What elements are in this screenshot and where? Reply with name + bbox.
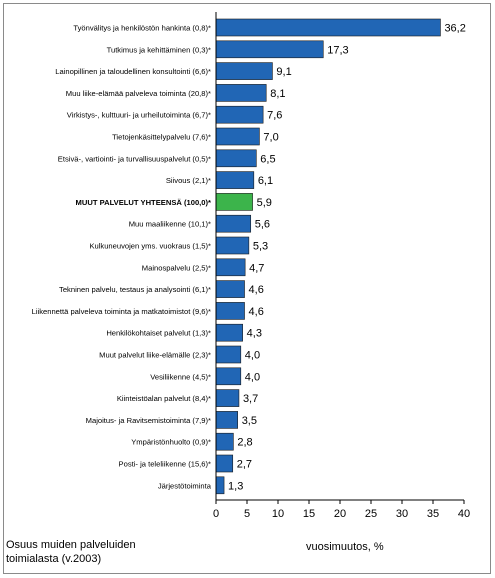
x-tick-label: 0: [213, 508, 219, 520]
value-label: 8,1: [270, 88, 285, 100]
value-label: 7,0: [263, 132, 278, 144]
value-label: 36,2: [444, 23, 465, 35]
value-label: 4,6: [249, 306, 264, 318]
category-label: Tutkimus ja kehittäminen (0,3)*: [107, 45, 211, 54]
value-label: 5,9: [257, 197, 272, 209]
x-tick-label: 5: [244, 508, 250, 520]
category-label: Muut palvelut liike-elämälle (2,3)*: [99, 351, 211, 360]
value-label: 4,6: [249, 284, 264, 296]
category-label: Työnvälitys ja henkilöstön hankinta (0,8…: [73, 24, 211, 33]
footnote: Osuus muiden palveluiden toimialasta (v.…: [6, 538, 226, 566]
value-label: 4,7: [249, 262, 264, 274]
bar: [215, 367, 242, 386]
category-label: Henkilökohtaiset palvelut (1,3)*: [106, 329, 211, 338]
x-tick-label: 20: [334, 508, 346, 520]
bar: [215, 84, 267, 102]
bar: [215, 40, 324, 59]
bar: [215, 323, 243, 342]
bar: [215, 302, 245, 320]
bar: [215, 411, 239, 429]
value-label: 9,1: [276, 66, 291, 78]
bar: [215, 432, 234, 451]
value-label: 3,7: [243, 393, 258, 405]
value-label: 3,5: [242, 415, 257, 427]
x-tick-label: 35: [427, 508, 439, 520]
value-label: 2,8: [237, 437, 252, 449]
x-axis-label: vuosimuutos, %: [306, 541, 384, 553]
value-label: 1,3: [228, 480, 243, 492]
bar: [215, 258, 246, 277]
category-label: Virkistys-, kulttuuri- ja urheilutoimint…: [67, 111, 211, 120]
bar: [215, 454, 234, 473]
x-tick-label: 15: [303, 508, 315, 520]
category-label: MUUT PALVELUT YHTEENSÄ (100,0)*: [76, 198, 211, 207]
bar: [215, 280, 245, 298]
x-tick-label: 30: [396, 508, 408, 520]
category-label: Etsivä-, vartiointi- ja turvallisuuspalv…: [58, 154, 211, 163]
value-label: 5,6: [255, 219, 270, 231]
category-label: Siivous (2,1)*: [166, 176, 211, 185]
value-label: 4,0: [245, 371, 260, 383]
bar: [215, 149, 257, 168]
category-label: Mainospalvelu (2,5)*: [142, 263, 211, 272]
value-label: 6,5: [260, 153, 275, 165]
category-label: Muu maaliikenne (10,1)*: [129, 220, 211, 229]
footnote-line-1: Osuus muiden palveluiden: [6, 539, 136, 551]
category-label: Järjestötoiminta: [158, 481, 212, 490]
category-label: Tekninen palvelu, testaus ja analysointi…: [59, 285, 211, 294]
bar: [215, 105, 264, 124]
bar: [215, 389, 240, 407]
category-label: Kiinteistöalan palvelut (8,4)*: [117, 394, 211, 403]
footnote-line-2: toimialasta (v.2003): [6, 553, 102, 565]
value-label: 4,3: [247, 328, 262, 340]
value-label: 17,3: [327, 44, 348, 56]
category-label: Posti- ja teleliikenne (15,6)*: [119, 460, 211, 469]
value-label: 6,1: [258, 175, 273, 187]
category-label: Kulkuneuvojen yms. vuokraus (1,5)*: [89, 242, 211, 251]
value-label: 7,6: [267, 110, 282, 122]
bar: [215, 236, 250, 255]
bar: [215, 62, 273, 80]
category-label: Muu liike-elämää palveleva toiminta (20,…: [66, 89, 211, 98]
category-label: Liikennettä palveleva toiminta ja matkat…: [32, 307, 211, 316]
x-tick-label: 10: [272, 508, 284, 520]
bar: [215, 193, 253, 211]
x-tick-label: 25: [365, 508, 377, 520]
x-tick-label: 40: [458, 508, 470, 520]
bar: [215, 214, 252, 233]
bar: [215, 127, 260, 146]
bar: [215, 18, 441, 37]
category-label: Ympäristönhuolto (0,9)*: [131, 438, 211, 447]
value-label: 4,0: [245, 350, 260, 362]
category-label: Lainopillinen ja taloudellinen konsultoi…: [55, 67, 211, 76]
bar: [215, 345, 242, 364]
value-label: 2,7: [237, 459, 252, 471]
bar: [215, 171, 255, 189]
category-label: Vesiliikenne (4,5)*: [150, 372, 211, 381]
category-label: Tietojenkäsittelypalvelu (7,6)*: [112, 133, 211, 142]
value-label: 5,3: [253, 241, 268, 253]
category-label: Majoitus- ja Ravitsemistoiminta (7,9)*: [86, 416, 211, 425]
bar: [215, 476, 225, 495]
